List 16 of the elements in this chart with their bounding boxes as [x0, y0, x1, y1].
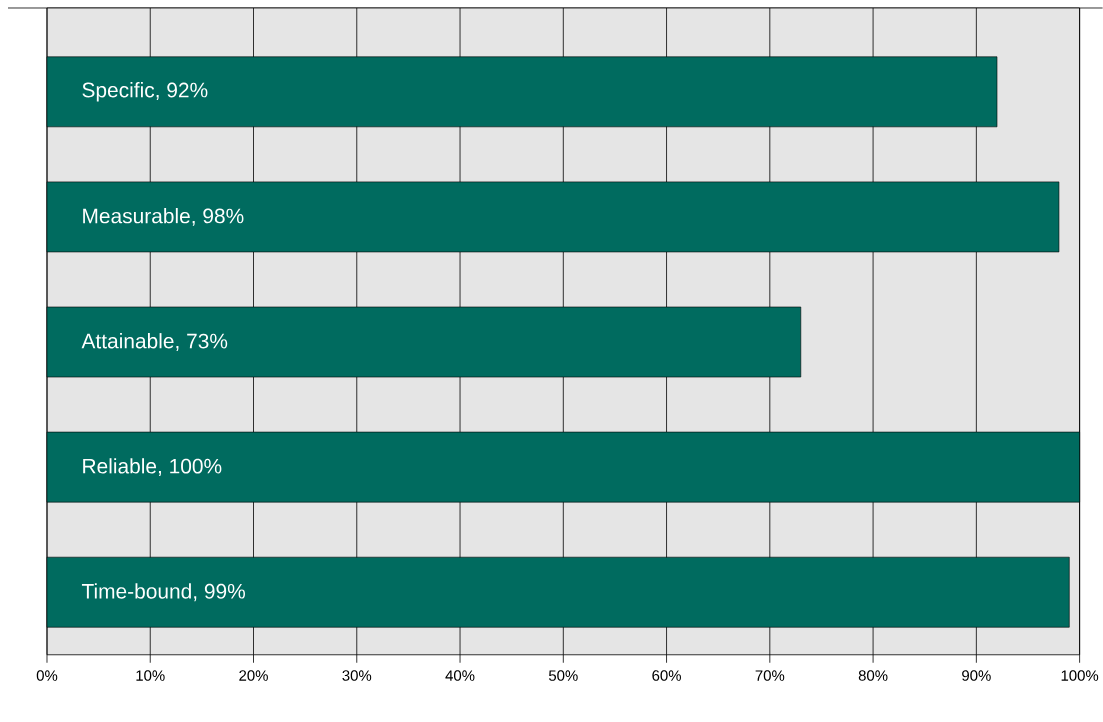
x-tick-label: 10% [136, 670, 165, 681]
x-tick-label: 100% [1061, 670, 1099, 681]
x-tick-label: 50% [548, 670, 578, 681]
x-tick-label: 30% [342, 670, 372, 681]
x-tick-label: 60% [652, 670, 681, 681]
x-tick-label: 80% [858, 670, 888, 681]
data-label: Specific, 92% [82, 82, 208, 102]
data-label: Reliable, 100% [83, 458, 222, 477]
x-tick-label: 70% [755, 670, 785, 681]
data-label: Time-bound, 99% [81, 583, 245, 602]
x-tick-label: 90% [962, 670, 991, 681]
x-tick-label: 20% [239, 670, 268, 681]
x-tick-label: 0% [36, 670, 58, 681]
x-tick-label: 40% [445, 670, 475, 681]
data-label: Attainable, 73% [81, 333, 228, 352]
data-label: Measurable, 98% [83, 208, 244, 226]
